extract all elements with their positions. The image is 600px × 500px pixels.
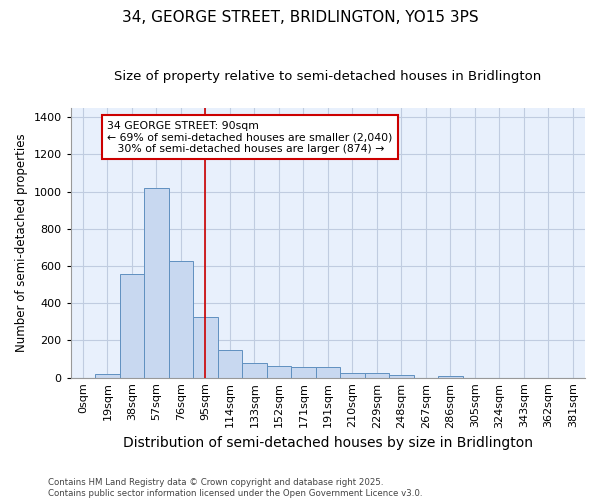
Bar [95,374,119,378]
Bar [193,317,218,378]
Bar [169,262,193,378]
Title: Size of property relative to semi-detached houses in Bridlington: Size of property relative to semi-detach… [114,70,541,83]
Bar [266,366,291,378]
Text: Contains HM Land Registry data © Crown copyright and database right 2025.
Contai: Contains HM Land Registry data © Crown c… [48,478,422,498]
Bar [316,368,340,378]
Bar [218,350,242,378]
X-axis label: Distribution of semi-detached houses by size in Bridlington: Distribution of semi-detached houses by … [123,436,533,450]
Y-axis label: Number of semi-detached properties: Number of semi-detached properties [15,134,28,352]
Bar [242,363,266,378]
Text: 34 GEORGE STREET: 90sqm
← 69% of semi-detached houses are smaller (2,040)
   30%: 34 GEORGE STREET: 90sqm ← 69% of semi-de… [107,121,393,154]
Bar [365,373,389,378]
Bar [438,376,463,378]
Bar [144,188,169,378]
Bar [340,373,365,378]
Bar [119,274,144,378]
Bar [389,375,413,378]
Text: 34, GEORGE STREET, BRIDLINGTON, YO15 3PS: 34, GEORGE STREET, BRIDLINGTON, YO15 3PS [122,10,478,25]
Bar [291,368,316,378]
